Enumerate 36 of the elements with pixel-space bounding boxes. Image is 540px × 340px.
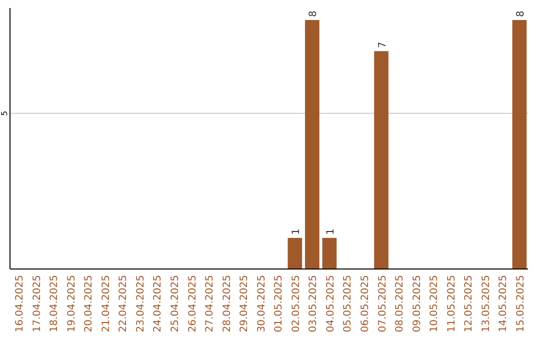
x-tick-label: 23.04.2025 <box>135 275 146 332</box>
x-tick-label: 17.04.2025 <box>32 275 43 332</box>
x-tick-label: 29.04.2025 <box>239 275 250 332</box>
x-tick-label: 28.04.2025 <box>222 275 233 332</box>
x-tick-label: 12.05.2025 <box>464 275 475 332</box>
x-tick-label: 01.05.2025 <box>274 275 285 332</box>
data-label: 7 <box>377 42 388 48</box>
y-tick-label: 5 <box>0 110 9 116</box>
x-tick-label: 20.04.2025 <box>84 275 95 332</box>
data-label: 1 <box>290 228 302 235</box>
x-tick-label: 14.05.2025 <box>498 275 510 332</box>
x-tick-label: 22.04.2025 <box>118 275 130 332</box>
x-tick-label: 16.04.2025 <box>14 275 26 332</box>
x-tick-label: 19.04.2025 <box>66 275 78 332</box>
x-tick-label: 06.05.2025 <box>360 275 371 332</box>
x-tick-label: 30.04.2025 <box>256 275 268 332</box>
x-tick-label: 10.05.2025 <box>429 275 440 332</box>
data-label: 8 <box>515 10 526 17</box>
x-tick-label: 04.05.2025 <box>325 275 336 332</box>
x-tick-label: 26.04.2025 <box>187 275 198 332</box>
x-tick-label: 11.05.2025 <box>446 275 458 332</box>
x-tick-label: 07.05.2025 <box>377 275 388 332</box>
x-tick-label: 24.04.2025 <box>152 275 164 332</box>
data-label: 1 <box>325 228 336 235</box>
x-tick-label: 18.04.2025 <box>49 275 60 332</box>
data-label: 8 <box>308 10 320 17</box>
x-tick-label: 05.05.2025 <box>342 275 354 332</box>
x-tick-label: 08.05.2025 <box>394 275 406 332</box>
x-tick-label: 02.05.2025 <box>290 275 302 332</box>
x-tick-label: 27.04.2025 <box>204 275 216 332</box>
x-tick-label: 21.04.2025 <box>100 275 112 332</box>
x-tick-label: 09.05.2025 <box>412 275 423 332</box>
x-tick-label: 13.05.2025 <box>480 275 492 332</box>
x-tick-label: 25.04.2025 <box>170 275 181 332</box>
x-tick-label: 15.05.2025 <box>515 275 526 332</box>
x-tick-label: 03.05.2025 <box>308 275 320 332</box>
